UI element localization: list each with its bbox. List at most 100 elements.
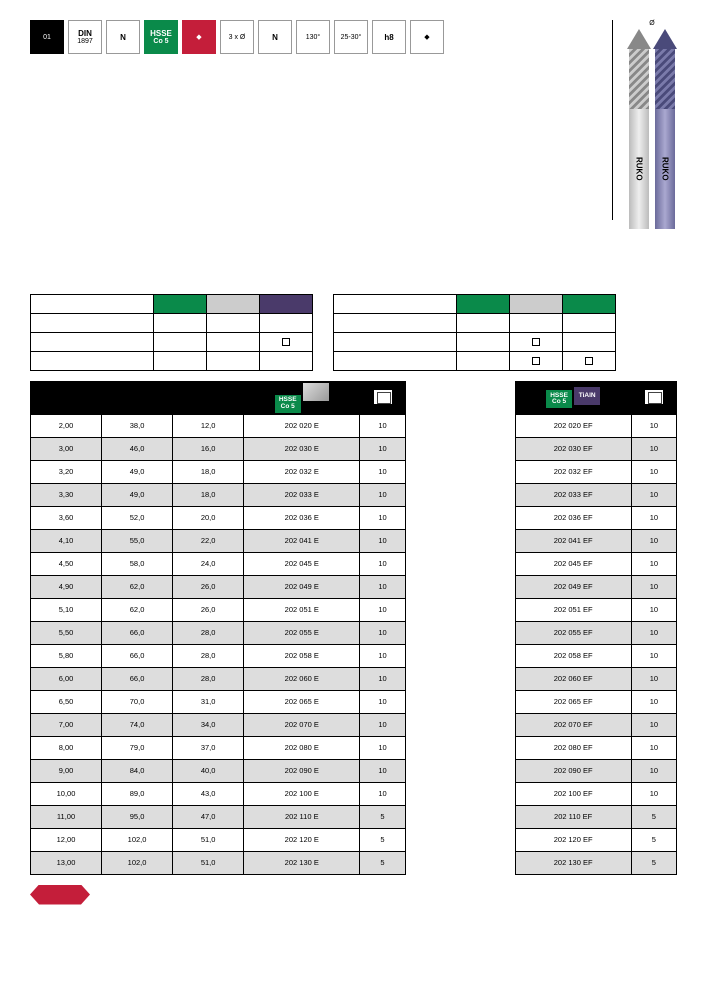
cell-art2: 202 070 EF [515, 713, 631, 736]
cell-l1: 46,0 [102, 437, 173, 460]
material-table-1 [30, 294, 313, 371]
cell-art2: 202 130 EF [515, 851, 631, 874]
cell-l1: 49,0 [102, 483, 173, 506]
cell-art1: 202 041 E [244, 529, 360, 552]
dim-arrow-length [612, 20, 613, 220]
cell-art1: 202 100 E [244, 782, 360, 805]
cell-l2: 43,0 [173, 782, 244, 805]
cell-pkg1: 10 [360, 529, 405, 552]
cell-pkg1: 10 [360, 437, 405, 460]
cell-l1: 55,0 [102, 529, 173, 552]
cell-l2: 18,0 [173, 460, 244, 483]
cell-art1: 202 065 E [244, 690, 360, 713]
cell-pkg2: 5 [631, 805, 676, 828]
cell-art2: 202 032 EF [515, 460, 631, 483]
table-row: 9,0084,040,0202 090 E10202 090 EF10 [31, 759, 677, 782]
main-data-table: HSSECo 5 HSSECo 5 TiAlN 2,0038,012,0202 … [30, 381, 677, 875]
cell-pkg2: 10 [631, 759, 676, 782]
cell-art1: 202 130 E [244, 851, 360, 874]
cell-d: 5,10 [31, 598, 102, 621]
cell-pkg2: 10 [631, 644, 676, 667]
cell-art1: 202 070 E [244, 713, 360, 736]
cell-d: 4,90 [31, 575, 102, 598]
spec-badge: h8 [372, 20, 406, 54]
cell-d: 6,50 [31, 690, 102, 713]
table-row: 3,6052,020,0202 036 E10202 036 EF10 [31, 506, 677, 529]
cell-l1: 84,0 [102, 759, 173, 782]
spec-badge: HSSECo 5 [144, 20, 178, 54]
cell-art1: 202 090 E [244, 759, 360, 782]
cell-l2: 28,0 [173, 667, 244, 690]
cell-d: 5,80 [31, 644, 102, 667]
cell-l1: 62,0 [102, 575, 173, 598]
cell-l1: 62,0 [102, 598, 173, 621]
cell-art1: 202 033 E [244, 483, 360, 506]
cell-d: 10,00 [31, 782, 102, 805]
table-row: 4,5058,024,0202 045 E10202 045 EF10 [31, 552, 677, 575]
cell-l2: 22,0 [173, 529, 244, 552]
cell-l1: 38,0 [102, 414, 173, 437]
cell-art1: 202 045 E [244, 552, 360, 575]
cell-d: 11,00 [31, 805, 102, 828]
cell-pkg2: 10 [631, 782, 676, 805]
cell-art2: 202 100 EF [515, 782, 631, 805]
cell-pkg2: 10 [631, 736, 676, 759]
cell-pkg1: 5 [360, 851, 405, 874]
cell-l1: 95,0 [102, 805, 173, 828]
cell-l1: 58,0 [102, 552, 173, 575]
table-row: 5,8066,028,0202 058 E10202 058 EF10 [31, 644, 677, 667]
cell-pkg2: 10 [631, 690, 676, 713]
drill-bit-coated: RUKO [653, 29, 677, 229]
cell-pkg2: 10 [631, 575, 676, 598]
cell-art2: 202 060 EF [515, 667, 631, 690]
cell-pkg2: 5 [631, 851, 676, 874]
cell-l2: 12,0 [173, 414, 244, 437]
table-row: 3,3049,018,0202 033 E10202 033 EF10 [31, 483, 677, 506]
cell-pkg2: 10 [631, 460, 676, 483]
cell-art2: 202 120 EF [515, 828, 631, 851]
spec-badge: 01 [30, 20, 64, 54]
cell-art2: 202 049 EF [515, 575, 631, 598]
cell-l2: 28,0 [173, 621, 244, 644]
table-row: 6,0066,028,0202 060 E10202 060 EF10 [31, 667, 677, 690]
table-row: 11,0095,047,0202 110 E5202 110 EF5 [31, 805, 677, 828]
cell-pkg2: 5 [631, 828, 676, 851]
cell-d: 3,30 [31, 483, 102, 506]
table-row: 10,0089,043,0202 100 E10202 100 EF10 [31, 782, 677, 805]
material-tables [30, 294, 677, 371]
col-length2 [173, 382, 244, 415]
cell-l2: 28,0 [173, 644, 244, 667]
cell-art2: 202 058 EF [515, 644, 631, 667]
brand-label: RUKO [629, 109, 649, 229]
cell-pkg1: 10 [360, 713, 405, 736]
cell-art2: 202 041 EF [515, 529, 631, 552]
spec-badge: 130° [296, 20, 330, 54]
col-diameter [31, 382, 102, 415]
table-row: 8,0079,037,0202 080 E10202 080 EF10 [31, 736, 677, 759]
cell-pkg2: 10 [631, 621, 676, 644]
package-icon [645, 390, 663, 404]
cell-d: 7,00 [31, 713, 102, 736]
table-row: 5,1062,026,0202 051 E10202 051 EF10 [31, 598, 677, 621]
cell-l2: 47,0 [173, 805, 244, 828]
table-row: 2,0038,012,0202 020 E10202 020 EF10 [31, 414, 677, 437]
cell-l2: 16,0 [173, 437, 244, 460]
cell-art2: 202 045 EF [515, 552, 631, 575]
cell-art1: 202 120 E [244, 828, 360, 851]
col-variant2: HSSECo 5 TiAlN [515, 382, 631, 415]
cell-pkg2: 10 [631, 506, 676, 529]
cell-l2: 20,0 [173, 506, 244, 529]
cell-d: 12,00 [31, 828, 102, 851]
cell-l2: 26,0 [173, 598, 244, 621]
cell-l1: 66,0 [102, 667, 173, 690]
cell-art2: 202 033 EF [515, 483, 631, 506]
cell-pkg1: 10 [360, 552, 405, 575]
cell-pkg1: 10 [360, 575, 405, 598]
cell-d: 4,50 [31, 552, 102, 575]
cell-pkg1: 10 [360, 690, 405, 713]
cell-art2: 202 090 EF [515, 759, 631, 782]
col-pkg1 [360, 382, 405, 415]
cell-art1: 202 020 E [244, 414, 360, 437]
cell-l2: 51,0 [173, 851, 244, 874]
cell-l1: 79,0 [102, 736, 173, 759]
